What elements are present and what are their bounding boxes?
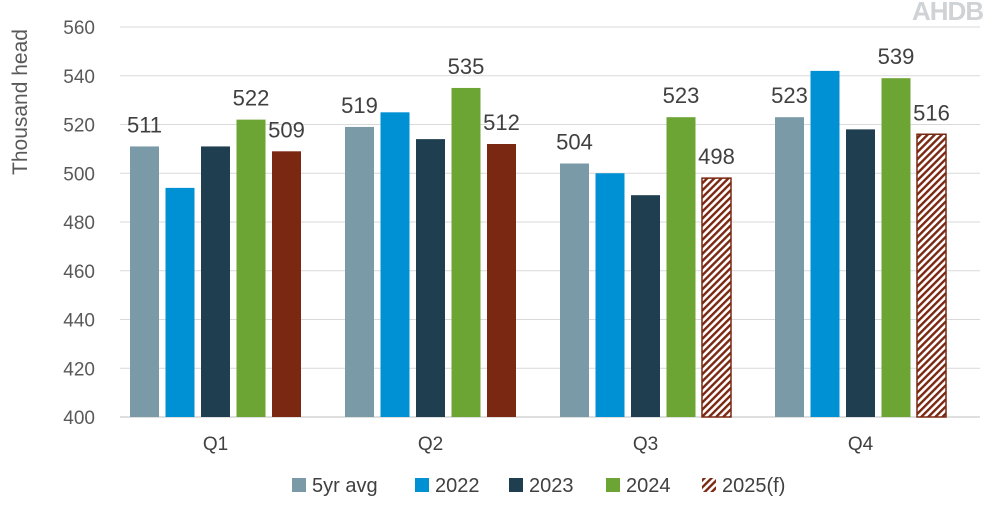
y-tick-label: 500 bbox=[63, 164, 95, 185]
data-label: 535 bbox=[448, 54, 485, 79]
bar-2024-q1 bbox=[236, 119, 266, 417]
legend-label: 2023 bbox=[529, 475, 574, 497]
data-label: 511 bbox=[127, 112, 162, 137]
data-label: 509 bbox=[268, 117, 305, 142]
y-tick-label: 480 bbox=[63, 213, 95, 234]
legend-swatch bbox=[702, 478, 716, 492]
legend-swatch bbox=[509, 478, 523, 492]
x-tick-label: Q1 bbox=[203, 434, 228, 455]
legend-label: 2022 bbox=[435, 475, 480, 497]
y-tick-label: 420 bbox=[63, 359, 95, 380]
bar-2025-f--q2 bbox=[487, 144, 516, 417]
data-label: 523 bbox=[771, 83, 808, 108]
data-label: 516 bbox=[913, 100, 950, 125]
bar-2022-q3 bbox=[595, 173, 625, 417]
bar-2024-q2 bbox=[451, 87, 481, 417]
bar-2025-f--q4 bbox=[916, 133, 947, 418]
data-label: 522 bbox=[233, 86, 270, 111]
legend-label: 5yr avg bbox=[312, 475, 378, 497]
bar-2024-q3 bbox=[666, 117, 696, 417]
bar-2023-q4 bbox=[846, 129, 875, 417]
bar-2022-q4 bbox=[810, 70, 840, 417]
y-tick-label: 520 bbox=[63, 116, 95, 137]
bar-5yr-avg-q1 bbox=[130, 146, 159, 417]
bar-2023-q2 bbox=[416, 139, 445, 417]
data-labels: 511 522 509 519 535 512 504 523 498 523 539 516 bbox=[127, 44, 950, 169]
legend-swatch bbox=[606, 478, 620, 492]
bars bbox=[130, 70, 947, 418]
y-axis-label: Thousand head bbox=[9, 29, 32, 175]
ahdb-logo: AHDB bbox=[912, 0, 983, 26]
bar-2025-f--q3 bbox=[701, 177, 732, 418]
x-tick-label: Q3 bbox=[633, 434, 658, 455]
y-tick-label: 440 bbox=[63, 311, 95, 332]
y-tick-label: 460 bbox=[63, 262, 95, 283]
y-tick-label: 560 bbox=[63, 18, 95, 39]
legend-label: 2024 bbox=[626, 475, 671, 497]
y-tick-label: 540 bbox=[63, 67, 95, 88]
bar-2025-f--q1 bbox=[272, 151, 301, 417]
data-label: 512 bbox=[483, 110, 520, 135]
legend-label: 2025(f) bbox=[722, 475, 785, 497]
bar-2023-q1 bbox=[201, 146, 230, 417]
data-label: 519 bbox=[341, 93, 378, 118]
bar-2023-q3 bbox=[631, 195, 660, 417]
bar-5yr-avg-q2 bbox=[345, 126, 374, 417]
bar-2022-q2 bbox=[380, 112, 410, 417]
legend-swatch bbox=[415, 478, 429, 492]
x-tick-label: Q2 bbox=[418, 434, 443, 455]
y-tick-label: 400 bbox=[63, 408, 95, 429]
bar-5yr-avg-q3 bbox=[560, 163, 589, 417]
x-tick-labels: Q1 Q2 Q3 Q4 bbox=[203, 434, 874, 455]
bar-5yr-avg-q4 bbox=[775, 117, 804, 417]
x-tick-label: Q4 bbox=[848, 434, 874, 455]
bar-2022-q1 bbox=[165, 187, 195, 417]
bar-2024-q4 bbox=[881, 78, 911, 417]
data-label: 498 bbox=[698, 144, 735, 169]
legend: 5yr avg 2022 2023 2024 2025(f) bbox=[292, 475, 785, 497]
y-tick-labels: 400 420 440 460 480 500 520 540 560 bbox=[63, 18, 95, 429]
data-label: 504 bbox=[556, 130, 593, 155]
legend-swatch bbox=[292, 478, 306, 492]
data-label: 523 bbox=[663, 83, 700, 108]
data-label: 539 bbox=[878, 44, 915, 69]
